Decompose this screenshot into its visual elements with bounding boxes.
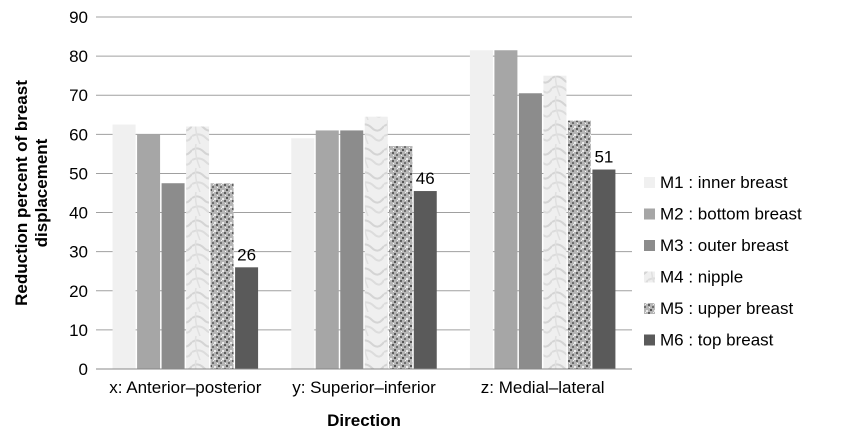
legend-swatch-m6: [644, 334, 655, 346]
bar-m3-1: [161, 183, 185, 369]
bar-m6-1: [235, 267, 259, 369]
y-axis-title-line-1: Reduction percent of breast: [12, 80, 31, 306]
y-tick-label: 40: [69, 204, 88, 223]
y-tick-label: 30: [69, 243, 88, 262]
bar-m1-2: [291, 138, 315, 369]
bar-m5-2: [389, 146, 413, 369]
data-label: 26: [237, 245, 256, 264]
bar-m2-3: [494, 50, 518, 369]
y-tick-label: 90: [69, 8, 88, 27]
bar-m3-3: [518, 93, 542, 370]
bar-m1-3: [469, 50, 493, 369]
y-tick-label: 10: [69, 321, 88, 340]
data-label: 46: [416, 169, 435, 188]
bar-m4-1: [186, 126, 210, 369]
data-labels: 26 46 51: [237, 148, 613, 265]
y-axis-title-line-2: displacement: [32, 138, 51, 247]
bar-m6-3: [592, 169, 616, 369]
legend-swatch-m5: [644, 303, 655, 314]
y-tick-label: 50: [69, 164, 88, 183]
legend-label-m2: M2 : bottom breast: [660, 205, 802, 224]
y-tick-label: 80: [69, 47, 88, 66]
bars: [112, 50, 616, 370]
x-tick-label: x: Anterior–posterior: [109, 378, 261, 397]
bar-m5-1: [210, 183, 234, 369]
x-axis-ticks: x: Anterior–posterior y: Superior–inferio…: [109, 378, 604, 397]
legend: M1 : inner breast M2 : bottom breast M3 : …: [644, 173, 802, 350]
legend-swatch-m4: [644, 271, 655, 283]
legend-label-m5: M5 : upper breast: [660, 299, 794, 318]
x-tick-label: z: Medial–lateral: [481, 378, 605, 397]
bar-m5-3: [567, 120, 591, 370]
legend-label-m6: M6 : top breast: [660, 331, 774, 350]
bar-m4-2: [364, 116, 388, 369]
y-tick-label: 20: [69, 282, 88, 301]
bar-m1-1: [112, 124, 136, 369]
legend-label-m4: M4 : nipple: [660, 268, 743, 287]
y-tick-label: 0: [79, 360, 88, 379]
x-axis-title: Direction: [327, 411, 401, 430]
data-label: 51: [594, 148, 613, 167]
bar-m3-2: [340, 130, 364, 369]
x-tick-label: y: Superior–inferior: [292, 378, 436, 397]
bar-m6-2: [413, 191, 437, 369]
legend-label-m1: M1 : inner breast: [660, 173, 788, 192]
legend-label-m3: M3 : outer breast: [660, 236, 789, 255]
bar-m2-2: [315, 130, 339, 369]
bar-m4-3: [543, 75, 567, 370]
bar-m2-1: [137, 134, 161, 369]
y-axis-ticks: 0 10 20 30 40 50 60 70 80 90: [69, 8, 88, 379]
legend-swatch-m3: [644, 240, 655, 251]
y-tick-label: 70: [69, 86, 88, 105]
y-tick-label: 60: [69, 125, 88, 144]
gridlines: [96, 16, 632, 331]
legend-swatch-m1: [644, 177, 655, 188]
legend-swatch-m2: [644, 208, 655, 220]
